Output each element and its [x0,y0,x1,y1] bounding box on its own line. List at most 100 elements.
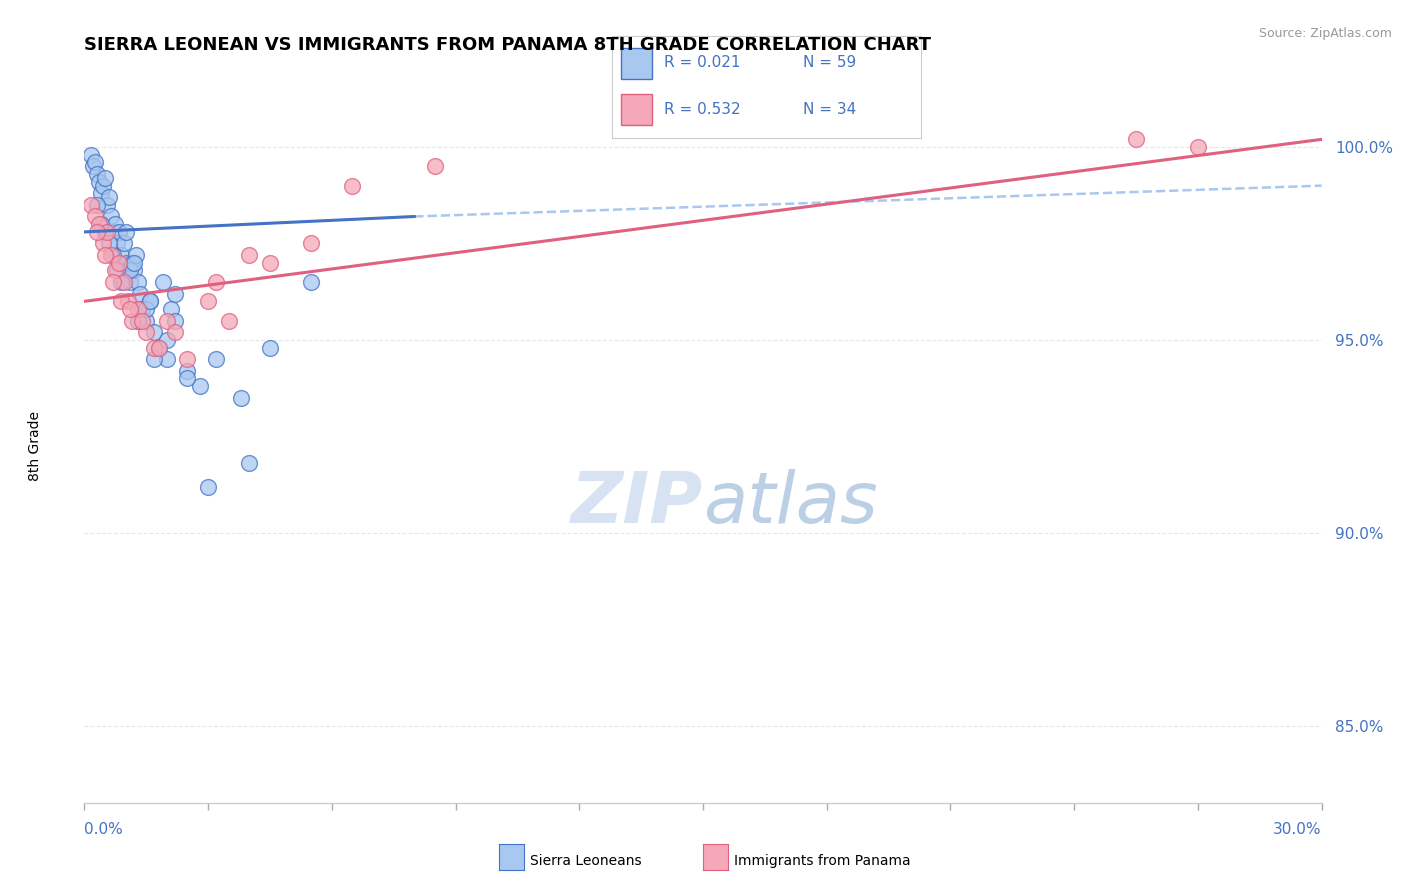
Point [86,198,108,212]
Point [117,263,139,277]
Point [160,301,183,316]
Point [156,352,179,367]
Point [83,210,105,224]
Point [176,352,198,367]
Point [100,248,122,262]
Point [91,178,114,193]
Point [127,275,149,289]
Text: N = 59: N = 59 [803,55,856,70]
Point [135,313,157,327]
Point [108,225,131,239]
Point [135,301,157,316]
Point [118,301,141,316]
Text: 30.0%: 30.0% [1274,822,1322,837]
Point [90,186,112,201]
Point [121,256,143,270]
Point [131,301,153,316]
Point [91,236,114,251]
Point [121,313,143,327]
Point [139,294,162,309]
Point [1125,132,1147,146]
Point [79,148,101,162]
Point [342,178,364,193]
Point [98,190,121,204]
Point [110,294,132,309]
Point [87,175,110,189]
Point [259,256,281,270]
Point [82,159,104,173]
Point [79,198,101,212]
Point [94,225,117,239]
Point [218,313,240,327]
Point [127,301,149,316]
Point [87,217,110,231]
FancyBboxPatch shape [621,48,652,78]
Point [94,170,117,185]
Point [118,275,141,289]
Point [103,248,125,262]
Point [94,248,117,262]
Text: Immigrants from Panama: Immigrants from Panama [734,854,911,868]
Point [259,341,281,355]
Text: atlas: atlas [703,468,877,538]
Point [229,391,252,405]
Point [100,210,122,224]
Point [152,275,174,289]
Point [156,333,179,347]
Text: 8th Grade: 8th Grade [28,411,42,481]
Point [86,225,108,239]
Point [110,275,132,289]
Point [104,217,127,231]
Point [238,248,260,262]
Point [205,352,228,367]
Point [188,379,211,393]
Point [122,256,145,270]
Text: 0.0%: 0.0% [84,822,124,837]
Point [299,275,322,289]
Text: SIERRA LEONEAN VS IMMIGRANTS FROM PANAMA 8TH GRADE CORRELATION CHART: SIERRA LEONEAN VS IMMIGRANTS FROM PANAMA… [84,36,931,54]
Point [143,352,166,367]
Text: R = 0.021: R = 0.021 [664,55,741,70]
Text: ZIP: ZIP [571,468,703,538]
Point [90,217,112,231]
Point [205,275,228,289]
Point [125,248,148,262]
Point [165,325,187,339]
Point [156,313,179,327]
Text: Sierra Leoneans: Sierra Leoneans [530,854,641,868]
Point [112,236,135,251]
Point [135,325,157,339]
Point [110,248,132,262]
Point [176,364,198,378]
Point [118,263,141,277]
FancyBboxPatch shape [621,95,652,125]
Point [299,236,322,251]
Point [148,341,170,355]
Point [105,263,128,277]
Point [1187,140,1209,154]
Point [98,236,121,251]
Point [108,256,131,270]
Text: N = 34: N = 34 [803,102,856,117]
Point [86,167,108,181]
Point [143,341,166,355]
Point [114,225,136,239]
Point [96,198,118,212]
Text: Source: ZipAtlas.com: Source: ZipAtlas.com [1258,27,1392,40]
Point [114,256,136,270]
Point [148,341,170,355]
Point [83,155,105,169]
Point [423,159,446,173]
Point [197,479,219,493]
Point [129,286,152,301]
Point [238,456,260,470]
Text: R = 0.532: R = 0.532 [664,102,741,117]
Point [96,225,118,239]
Point [176,371,198,385]
Point [104,263,127,277]
Point [117,294,139,309]
Point [127,313,149,327]
Point [122,263,145,277]
Point [112,275,135,289]
Point [165,286,187,301]
